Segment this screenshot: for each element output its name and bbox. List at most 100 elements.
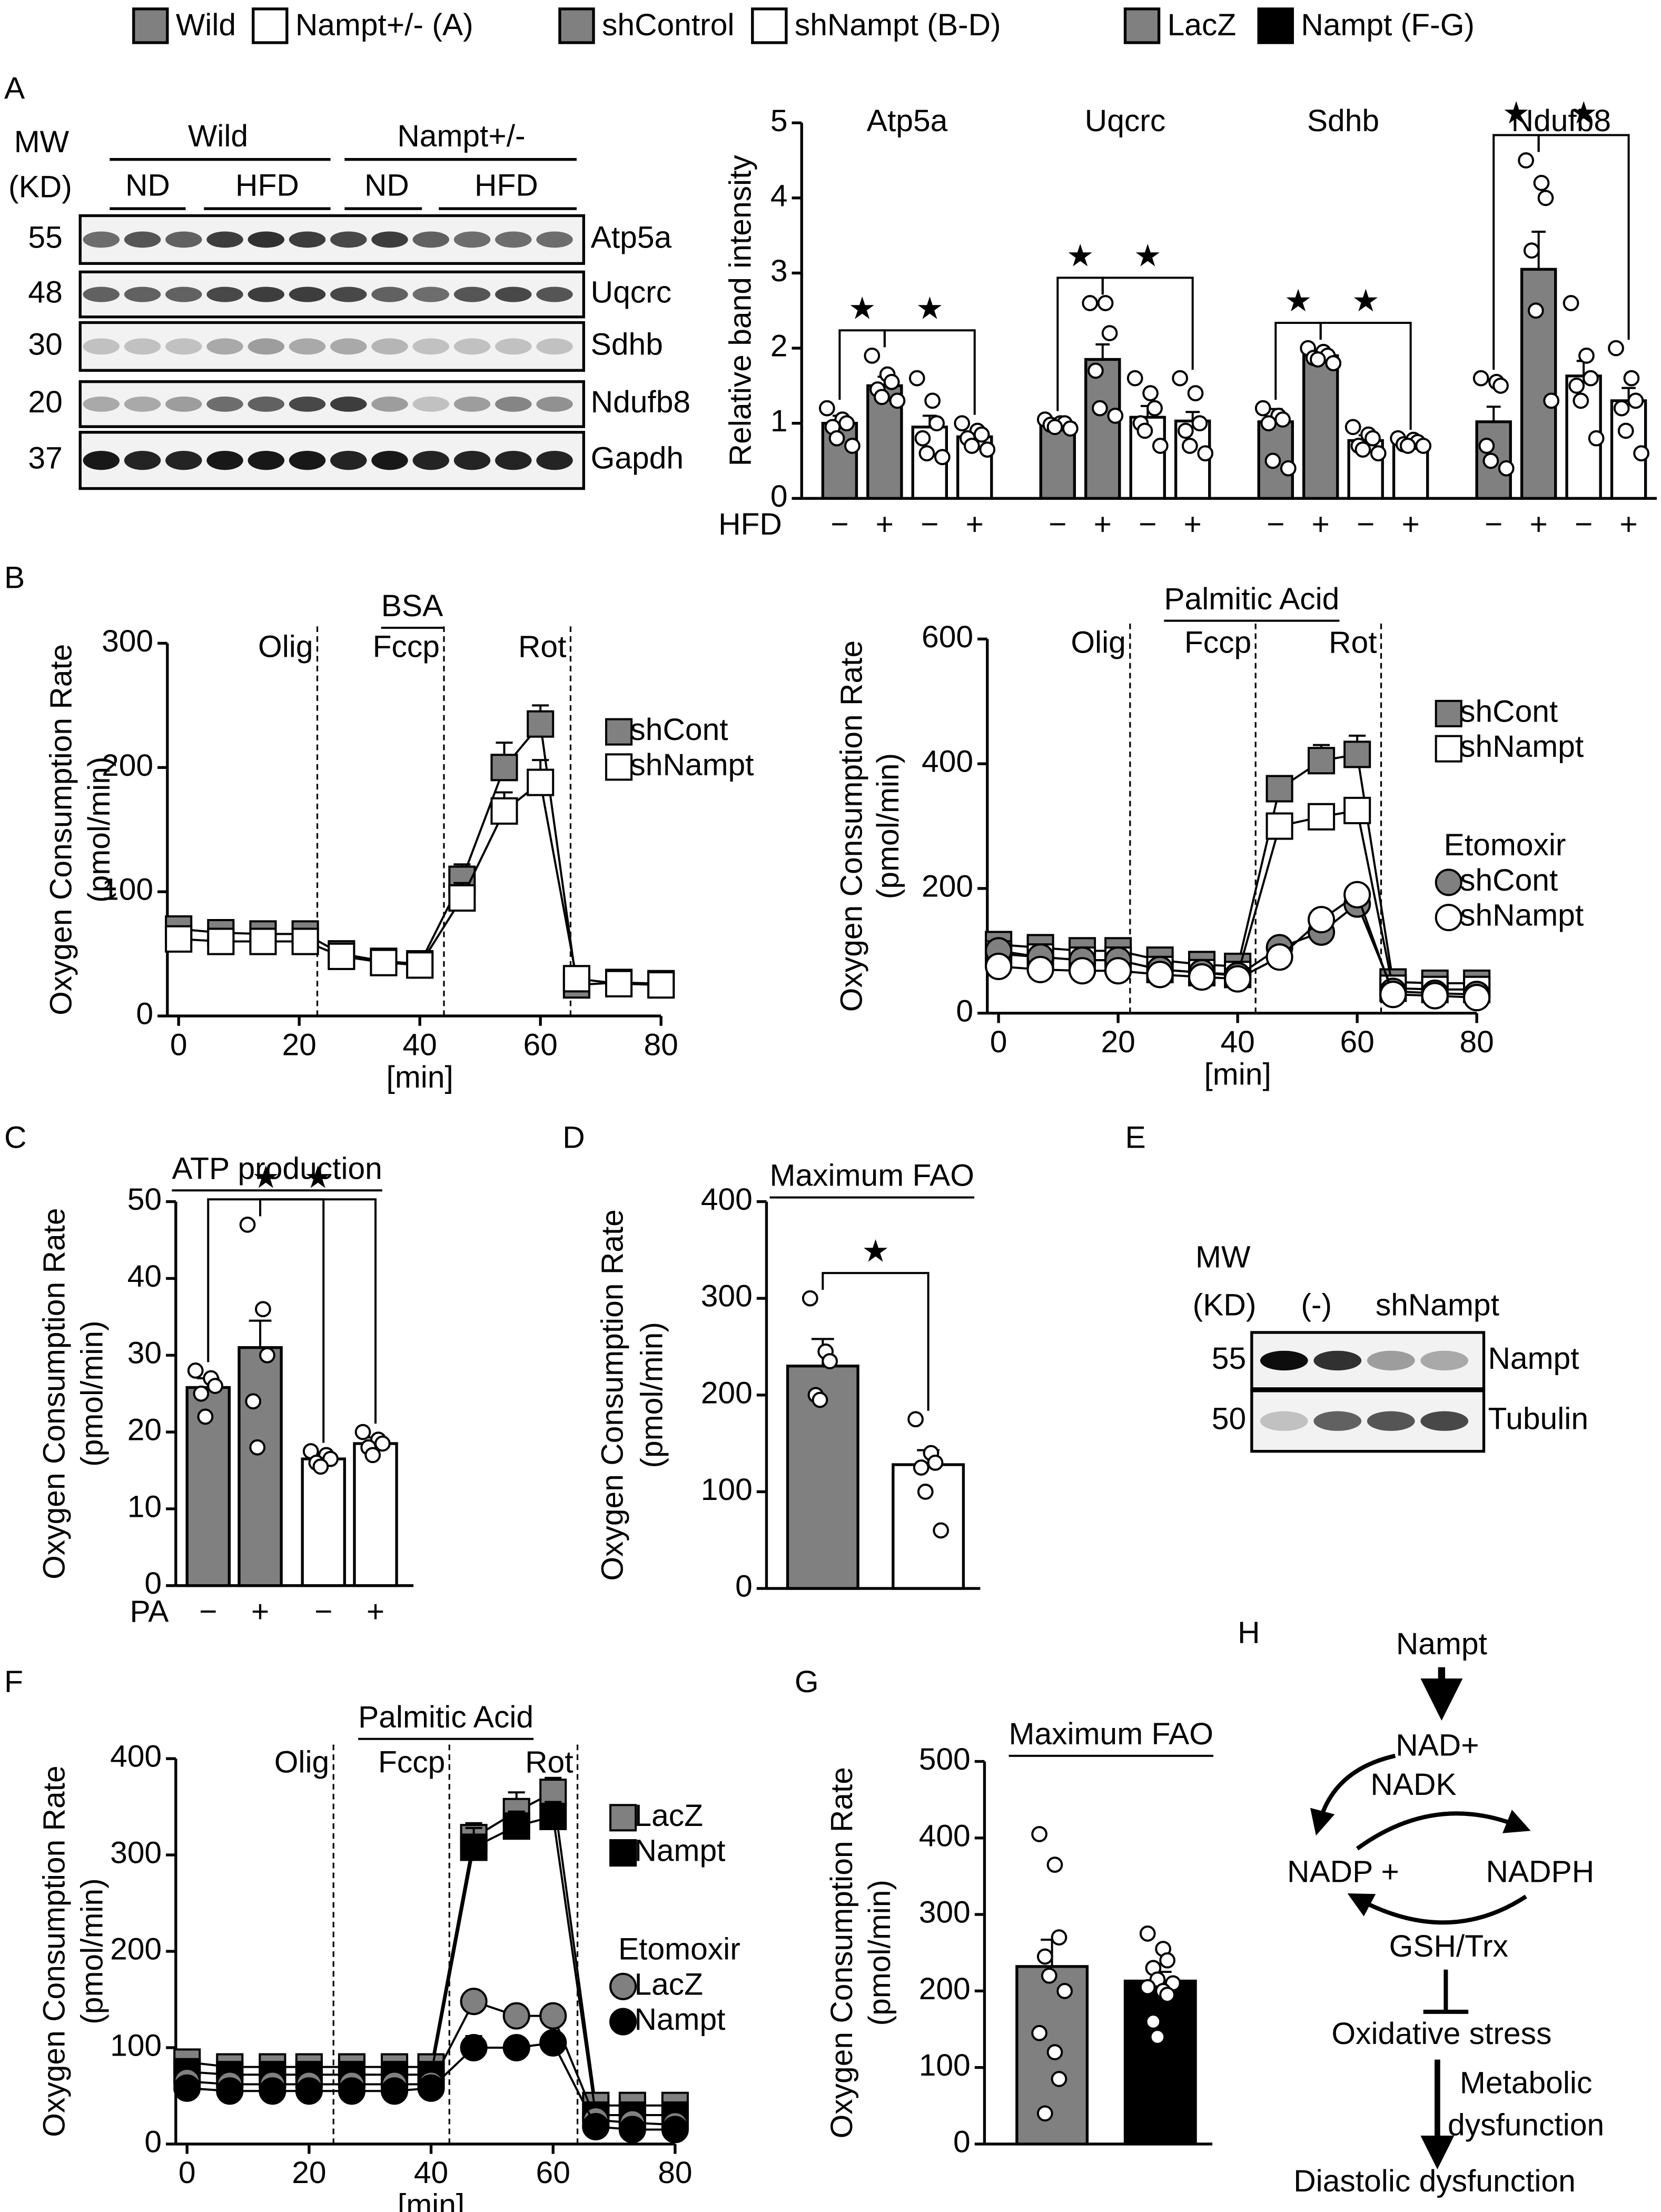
data-point [239, 1216, 256, 1233]
band [453, 396, 491, 412]
x-tick-label: + [1401, 507, 1419, 541]
band [83, 287, 120, 302]
legend-marker [1435, 699, 1462, 727]
panel-label: A [4, 71, 25, 105]
x-tick-label: + [1619, 507, 1637, 541]
diagram-node: NADPH [1486, 1855, 1594, 1889]
data-point [1578, 347, 1595, 364]
data-point [1343, 796, 1371, 824]
y-tick-label: 400 [110, 1740, 162, 1774]
data-point [812, 1391, 828, 1408]
x-tick-label: − [1485, 507, 1502, 541]
y-tick-label: 0 [953, 2125, 971, 2159]
data-point [1537, 190, 1554, 206]
data-point [502, 1812, 530, 1840]
data-point [1617, 422, 1634, 439]
x-axis-title: PA [130, 1595, 169, 1629]
data-point [1152, 438, 1169, 454]
y-tick-label: 0 [735, 1569, 753, 1604]
phase-label: Olig [274, 1745, 329, 1779]
data-point [381, 2077, 409, 2105]
legend-swatch [1123, 7, 1161, 44]
band [536, 451, 573, 470]
x-tick-label: 0 [179, 2156, 196, 2190]
panel-label: G [795, 1665, 819, 1699]
y-tick-label: 300 [102, 624, 153, 658]
data-point [1588, 430, 1605, 447]
blot-protein: Gapdh [591, 441, 684, 476]
legend-marker [609, 2008, 637, 2036]
data-point [207, 927, 235, 955]
data-point [1608, 340, 1624, 357]
x-axis-label: [min] [387, 1060, 453, 1094]
phase-label: Olig [258, 630, 313, 664]
y-axis-label: Oxygen Consumption Rate [835, 640, 869, 1012]
x-tick-label: 0 [990, 1025, 1007, 1059]
x-tick-label: − [1049, 507, 1066, 541]
data-point [618, 2116, 646, 2144]
legend-label: shCont [1460, 694, 1558, 728]
y-axis-label: (pmol/min) [75, 1320, 109, 1466]
error-bar [1095, 343, 1110, 360]
phase-label: Rot [518, 630, 566, 664]
legend-label: LacZ [634, 1799, 703, 1833]
data-point [605, 970, 633, 998]
band [330, 231, 367, 248]
y-tick-label: 0 [136, 997, 153, 1031]
data-point [1325, 355, 1342, 371]
data-point [249, 927, 277, 955]
x-tick-label: 80 [1459, 1025, 1494, 1059]
x-tick-label: 40 [1220, 1025, 1254, 1059]
data-point [245, 1393, 262, 1410]
blot-protein: Ndufb8 [591, 385, 690, 419]
band [289, 338, 326, 355]
data-point [1224, 965, 1252, 993]
legend-marker [605, 718, 633, 746]
data-point [197, 1408, 214, 1425]
y-tick-label: 0 [956, 994, 973, 1028]
y-tick-label: 20 [127, 1413, 162, 1447]
band [206, 338, 243, 355]
panel-label: D [562, 1121, 585, 1155]
data-point [883, 373, 900, 390]
y-tick-label: 0 [144, 2125, 162, 2159]
data-point [1026, 955, 1054, 983]
band [412, 287, 449, 302]
data-point [1062, 420, 1079, 437]
data-point [647, 971, 675, 999]
band [248, 287, 284, 302]
data-point [979, 441, 996, 458]
x-tick-label: + [251, 1595, 269, 1629]
data-point [1613, 400, 1630, 417]
data-point [918, 445, 935, 462]
legend-swatch [751, 7, 788, 44]
blot-protein: Atp5a [591, 220, 672, 254]
data-point [822, 1353, 838, 1369]
y-tick-label: 200 [110, 1932, 162, 1967]
legend-marker [609, 1972, 637, 2000]
band [453, 231, 491, 248]
data-point [1056, 1982, 1073, 1999]
data-point [527, 710, 555, 738]
legend-title: Etomoxir [1444, 828, 1566, 862]
band [453, 451, 491, 470]
phase-label: Fccp [1184, 626, 1251, 660]
band [248, 231, 284, 248]
data-point [1623, 370, 1640, 387]
data-point [460, 1988, 488, 2016]
x-tick-label: + [1530, 507, 1548, 541]
band [371, 287, 408, 302]
data-point [1191, 415, 1208, 432]
data-point [1518, 152, 1534, 169]
data-point [908, 370, 925, 387]
y-tick-label: 200 [102, 748, 153, 783]
data-point [1573, 392, 1589, 409]
data-point [1177, 422, 1194, 439]
data-point [1139, 1925, 1156, 1942]
x-tick-label: − [1357, 507, 1375, 541]
blot-mw: 55 [1212, 1341, 1246, 1376]
data-point [448, 884, 476, 912]
y-tick-label: 400 [919, 1819, 971, 1853]
band [248, 451, 284, 470]
